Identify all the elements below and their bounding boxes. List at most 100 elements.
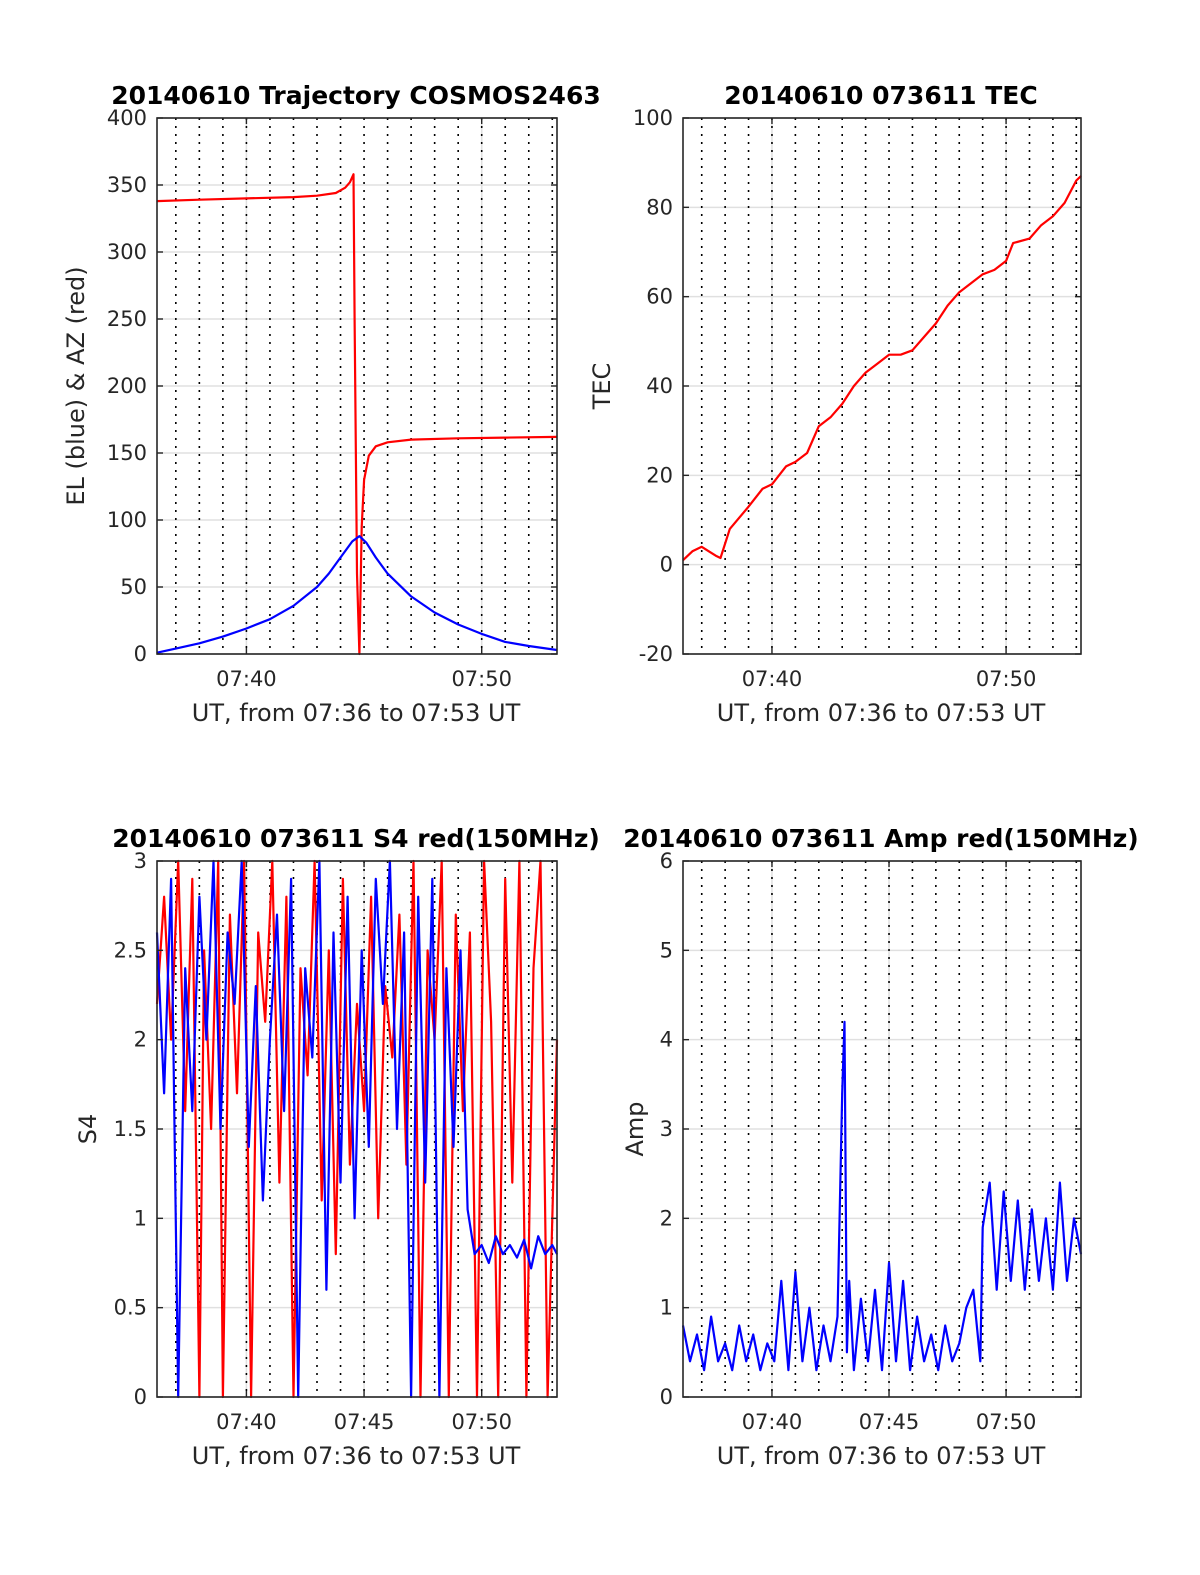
trajectory-point (349, 181, 351, 183)
amp-point (752, 1333, 754, 1336)
amp-point (895, 1360, 897, 1362)
trajectory-series-1 (156, 534, 558, 654)
s4-ytick-label: 2 (134, 1028, 147, 1052)
trajectory-ytick-label: 350 (107, 173, 147, 197)
tec-xtick-label: 07:50 (976, 667, 1037, 691)
trajectory-point (361, 526, 363, 528)
amp-ytick-label: 2 (660, 1206, 673, 1230)
s4-point (229, 914, 231, 916)
s4-ytick-label: 1.5 (114, 1117, 147, 1141)
amp-point (848, 1280, 850, 1282)
s4-ytick-label: 1 (134, 1206, 147, 1230)
s4-point (248, 1146, 250, 1148)
s4-point (469, 931, 471, 934)
amp-ytick-label: 1 (660, 1296, 673, 1320)
trajectory-point (434, 611, 436, 614)
s4-point (278, 1182, 280, 1184)
s4-point (332, 931, 335, 934)
s4-point (255, 985, 257, 987)
s4-point (304, 967, 306, 969)
trajectory-point (222, 636, 224, 638)
s4-point (431, 878, 433, 880)
s4-point (191, 878, 193, 880)
s4-point (504, 878, 506, 880)
s4-point (424, 1182, 426, 1184)
amp-point (689, 1360, 691, 1362)
s4-point (375, 878, 377, 880)
trajectory-point (528, 645, 530, 647)
trajectory-point (351, 540, 353, 543)
amp-title: 20140610 073611 Amp red(150MHz) (623, 824, 1139, 853)
s4-point (234, 1003, 236, 1005)
amp-point (965, 1307, 967, 1309)
s4-point (163, 1092, 165, 1094)
s4-title: 20140610 073611 S4 red(150MHz) (112, 824, 600, 853)
trajectory-point (375, 556, 377, 559)
tec-title: 20140610 073611 TEC (724, 81, 1037, 110)
amp-point (916, 1316, 918, 1318)
tec-point (1052, 215, 1054, 217)
amp-point (853, 1369, 855, 1371)
tec-xtick-label: 07:40 (742, 667, 803, 691)
s4-point (257, 931, 259, 934)
s4-series-1 (155, 859, 558, 1399)
s4-point (537, 1235, 539, 1237)
amp-point (703, 1369, 705, 1371)
s4-ylabel: S4 (74, 1114, 102, 1145)
tec-point (923, 336, 925, 338)
amp-point (724, 1342, 726, 1344)
s4-point (184, 967, 186, 969)
tec-xlabel: UT, from 07:36 to 07:53 UT (717, 699, 1046, 727)
trajectory-point (410, 439, 412, 441)
amp-point (944, 1324, 946, 1327)
trajectory-ylabel: EL (blue) & AZ (red) (62, 266, 90, 505)
amp-point (822, 1324, 825, 1327)
trajectory-point (504, 437, 506, 439)
s4-point (396, 1128, 398, 1130)
s4-point (283, 1110, 285, 1112)
s4-point (325, 1289, 327, 1291)
s4-point (163, 896, 165, 898)
trajectory-ytick-label: 300 (107, 240, 147, 264)
tec-point (715, 555, 717, 557)
trajectory-ytick-label: 150 (107, 441, 147, 465)
s4-point (509, 1244, 511, 1246)
s4-point (276, 914, 278, 916)
amp-point (808, 1307, 811, 1309)
tec-point (701, 546, 703, 548)
s4-point (488, 1262, 490, 1264)
amp-point (909, 1369, 911, 1371)
trajectory-title: 20140610 Trajectory COSMOS2463 (111, 81, 601, 110)
trajectory-grid (157, 117, 557, 655)
s4-point (328, 949, 330, 951)
trajectory-point (292, 196, 295, 198)
amp-ylabel: Amp (621, 1101, 649, 1156)
tec-ytick-label: 20 (646, 463, 673, 487)
s4-ytick-label: 0.5 (114, 1296, 147, 1320)
s4-point (321, 1199, 323, 1202)
tec-point (1064, 202, 1066, 204)
tec-ytick-label: 100 (633, 106, 673, 130)
amp-point (738, 1324, 740, 1327)
trajectory-point (457, 623, 459, 626)
tec-point (900, 354, 902, 356)
s4-point (382, 1003, 384, 1005)
trajectory-point (351, 176, 353, 178)
amp-point (1038, 1280, 1040, 1282)
tec-ylabel: TEC (588, 363, 616, 411)
amp-grid (683, 860, 1081, 1398)
s4-xtick-label: 07:50 (451, 1410, 512, 1434)
amp-point (888, 1262, 890, 1264)
trajectory-point (356, 573, 358, 575)
amp-point (1045, 1217, 1047, 1219)
trajectory-ytick-label: 0 (134, 642, 147, 666)
amp-point (1031, 1208, 1033, 1210)
trajectory-point (365, 542, 367, 544)
tec-point (841, 403, 843, 405)
s4-point (445, 967, 447, 969)
amp-point (766, 1342, 768, 1344)
tec-point (947, 305, 949, 307)
amp-point (958, 1342, 960, 1344)
amp-point (1017, 1199, 1019, 1202)
